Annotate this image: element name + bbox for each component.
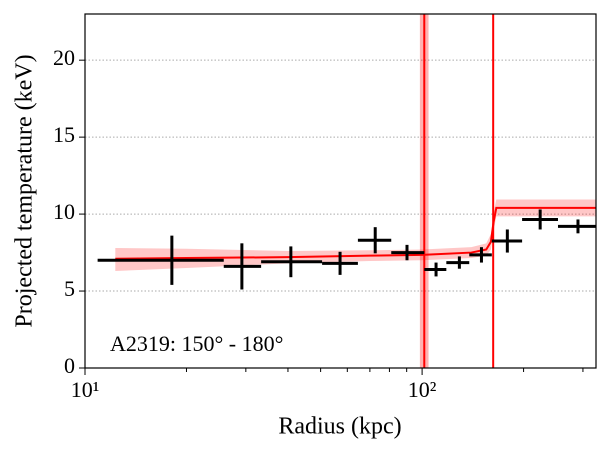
y-axis-label: Projected temperature (keV) [12, 54, 38, 327]
model-band [115, 199, 596, 272]
y-tick-label: 20 [53, 45, 75, 70]
x-tick-label: 10¹ [71, 377, 100, 402]
y-tick-label: 0 [64, 353, 75, 378]
y-tick-label: 5 [64, 276, 75, 301]
plot-frame [84, 13, 597, 369]
model-line [115, 206, 596, 260]
x-tick-label: 10² [408, 377, 437, 402]
x-axis-label: Radius (kpc) [278, 414, 401, 440]
annotation: A2319: 150° - 180° [110, 331, 283, 356]
y-tick-label: 10 [53, 199, 75, 224]
y-tick-label: 15 [53, 122, 75, 147]
